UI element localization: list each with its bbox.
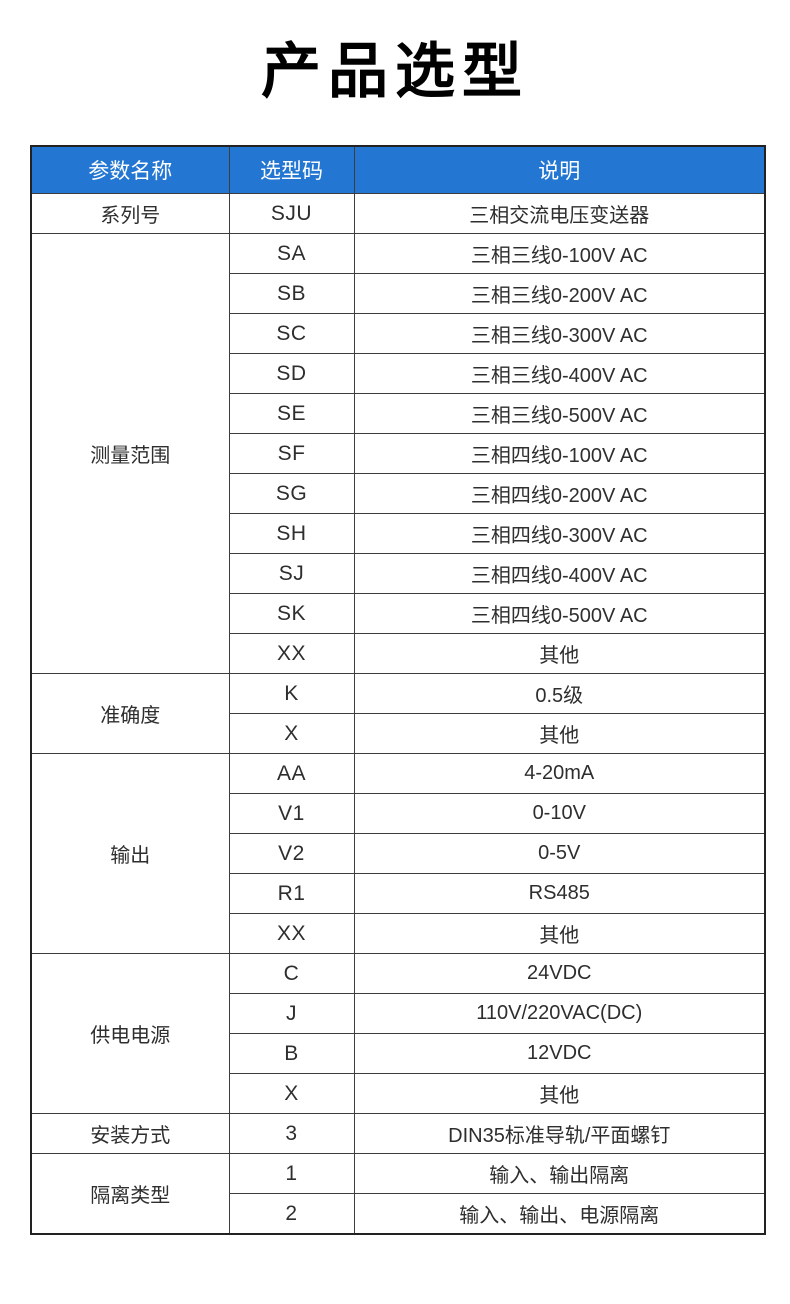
param-name-cell: 准确度 [30,673,230,754]
table-row: J 110V/220VAC(DC) [31,993,766,1034]
description-cell: 三相四线0-100V AC [353,433,766,474]
table-body: 系列号 SJU 三相交流电压变送器 测量范围 SA 三相三线0-100V AC SB 三相三线… [30,193,766,1235]
table-row: SD 三相三线0-400V AC [31,353,766,394]
table-row: 隔离类型 1 输入、输出隔离 [30,1153,766,1235]
description-cell: 三相三线0-500V AC [353,393,766,434]
description-cell: 110V/220VAC(DC) [353,993,766,1034]
table-row: SJ 三相四线0-400V AC [31,553,766,594]
selection-code-cell: 2 [228,1193,355,1235]
selection-code-cell: V1 [228,793,355,834]
selection-code-cell: SF [228,433,355,474]
description-cell: 三相四线0-300V AC [353,513,766,554]
selection-code-cell: X [228,1073,355,1114]
description-cell: 其他 [353,713,766,754]
description-cell: 0.5级 [353,673,766,714]
table-row: SE 三相三线0-500V AC [31,393,766,434]
selection-code-cell: SJU [228,193,355,234]
selection-code-cell: XX [228,913,355,954]
param-name-cell: 测量范围 [30,233,230,674]
table-row: 准确度 K 0.5级 [30,673,766,754]
description-cell: 其他 [353,913,766,954]
table-row: SH 三相四线0-300V AC [31,513,766,554]
description-cell: 4-20mA [353,753,766,794]
param-name-cell: 输出 [30,753,230,954]
selection-code-cell: SC [228,313,355,354]
selection-code-cell: XX [228,633,355,674]
param-name-cell: 隔离类型 [30,1153,230,1235]
table-row: XX 其他 [31,913,766,954]
selection-code-cell: R1 [228,873,355,914]
header-row: 参数名称 选型码 说明 [30,145,766,194]
table-row: 供电电源 C 24VDC [30,953,766,1114]
selection-code-cell: 1 [228,1153,355,1194]
selection-code-cell: SD [228,353,355,394]
param-name-cell: 系列号 [30,193,230,234]
selection-code-cell: SH [228,513,355,554]
selection-code-cell: V2 [228,833,355,874]
description-cell: 输入、输出隔离 [353,1153,766,1194]
table-header: 参数名称 选型码 说明 [30,145,766,194]
selection-code-cell: SE [228,393,355,434]
selection-code-cell: SA [228,233,355,274]
description-cell: 0-5V [353,833,766,874]
selection-code-cell: J [228,993,355,1034]
param-name-cell: 安装方式 [30,1113,230,1154]
selection-code-cell: AA [228,753,355,794]
param-name-cell: 供电电源 [30,953,230,1114]
table-row: V2 0-5V [31,833,766,874]
description-cell: 其他 [353,1073,766,1114]
description-cell: 24VDC [353,953,766,994]
selection-code-cell: K [228,673,355,714]
table-row: V1 0-10V [31,793,766,834]
table-row: XX 其他 [31,633,766,674]
table-row: X 其他 [31,713,766,754]
selection-code-cell: SK [228,593,355,634]
description-cell: 三相三线0-200V AC [353,273,766,314]
selection-code-cell: 3 [228,1113,355,1154]
description-cell: 输入、输出、电源隔离 [353,1193,766,1235]
description-cell: 三相交流电压变送器 [353,193,766,234]
table-row: 输出 AA 4-20mA [30,753,766,954]
selection-code-cell: SG [228,473,355,514]
product-selection-table: 参数名称 选型码 说明 系列号 SJU 三相交流电压变送器 测量范围 SA 三相三线0-100… [30,145,766,1235]
table-row: SC 三相三线0-300V AC [31,313,766,354]
table-row: SK 三相四线0-500V AC [31,593,766,634]
table-row: SB 三相三线0-200V AC [31,273,766,314]
table-row: SG 三相四线0-200V AC [31,473,766,514]
table-row: 2 输入、输出、电源隔离 [31,1193,766,1235]
table-row: 系列号 SJU 三相交流电压变送器 [30,193,766,234]
table-row: 测量范围 SA 三相三线0-100V AC [30,233,766,674]
description-cell: 三相三线0-100V AC [353,233,766,274]
description-cell: 三相三线0-400V AC [353,353,766,394]
column-header: 选型码 [228,145,355,194]
table-row: SF 三相四线0-100V AC [31,433,766,474]
table-row: X 其他 [31,1073,766,1114]
description-cell: 三相四线0-200V AC [353,473,766,514]
selection-code-cell: SB [228,273,355,314]
selection-code-cell: X [228,713,355,754]
selection-code-cell: SJ [228,553,355,594]
table-row: 安装方式 3 DIN35标准导轨/平面螺钉 [30,1113,766,1154]
column-header: 参数名称 [30,145,230,194]
description-cell: 其他 [353,633,766,674]
description-cell: DIN35标准导轨/平面螺钉 [353,1113,766,1154]
selection-code-cell: C [228,953,355,994]
description-cell: RS485 [353,873,766,914]
description-cell: 0-10V [353,793,766,834]
description-cell: 12VDC [353,1033,766,1074]
description-cell: 三相四线0-400V AC [353,553,766,594]
column-header: 说明 [353,145,766,194]
description-cell: 三相三线0-300V AC [353,313,766,354]
page-title: 产品选型 [261,38,529,105]
selection-code-cell: B [228,1033,355,1074]
description-cell: 三相四线0-500V AC [353,593,766,634]
